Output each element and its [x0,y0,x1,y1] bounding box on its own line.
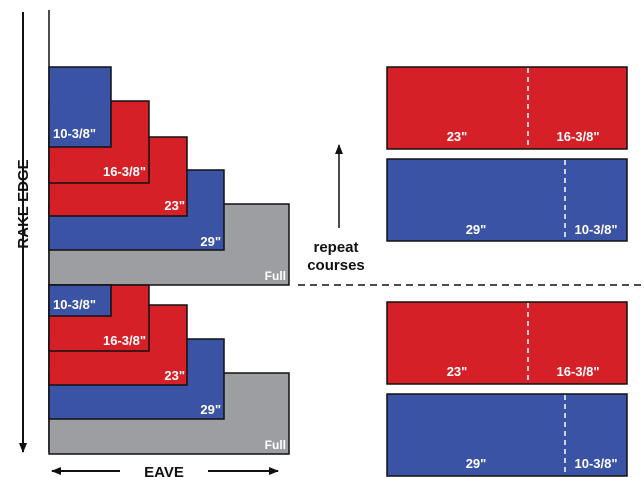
label-10-bottom: 10-3/8" [53,297,96,312]
label-23-top: 23" [164,198,185,213]
cut-panel-1: 23" 16-3/8" [386,66,628,150]
cut-panel-bar [386,301,628,385]
cut-panel-right-label: 10-3/8" [574,456,617,471]
eave-label: EAVE [144,464,184,477]
rake-edge-label: RAKE EDGE [15,159,32,248]
cut-panel-right-label: 16-3/8" [556,364,599,379]
stack-bottom: 10-3/8" 16-3/8" 23" 29" Full [48,284,290,455]
label-full-bottom: Full [265,438,286,452]
stack-top: 10-3/8" 16-3/8" 23" 29" Full [48,66,290,286]
cut-panel-right-label: 10-3/8" [574,222,617,237]
cut-panel-3: 23" 16-3/8" [386,301,628,385]
repeat-label-line2: courses [307,257,365,274]
cut-panel-left-label: 23" [447,364,468,379]
cut-panel-bar [386,393,628,477]
shingle-10-top [48,66,112,148]
label-16-top: 16-3/8" [103,164,146,179]
cut-panel-2: 29" 10-3/8" [386,158,628,242]
label-10-top: 10-3/8" [53,126,96,141]
label-23-bottom: 23" [164,368,185,383]
repeat-label-line1: repeat [313,239,358,256]
label-29-top: 29" [200,234,221,249]
label-full-top: Full [265,269,286,283]
cut-panel-left-label: 23" [447,129,468,144]
label-16-bottom: 16-3/8" [103,333,146,348]
cut-panel-4: 29" 10-3/8" [386,393,628,477]
cut-panel-bar [386,66,628,150]
shingle-10-bottom [48,284,112,317]
cut-panel-right-label: 16-3/8" [556,129,599,144]
cut-panel-left-label: 29" [466,456,487,471]
cut-panel-left-label: 29" [466,222,487,237]
cut-panel-bar [386,158,628,242]
label-29-bottom: 29" [200,402,221,417]
